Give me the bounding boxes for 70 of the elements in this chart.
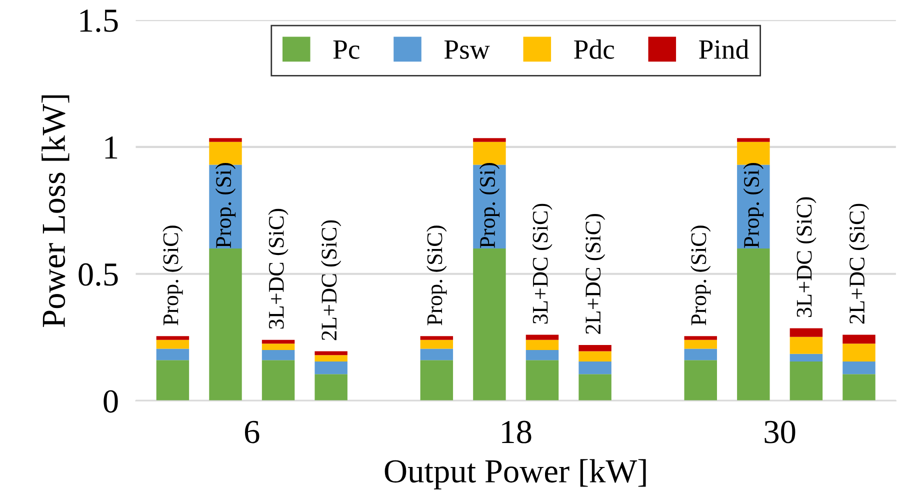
bar — [156, 360, 190, 401]
x-tick-label: Prop. (Si) — [743, 163, 764, 248]
bar — [314, 355, 348, 362]
bar — [314, 374, 348, 401]
bar — [842, 361, 876, 374]
bar — [209, 138, 242, 142]
bar — [420, 340, 454, 349]
text: 30 — [764, 420, 796, 444]
bar — [684, 360, 717, 401]
bar — [578, 374, 612, 401]
text: 18 — [502, 420, 532, 444]
bar — [262, 350, 295, 360]
bar — [578, 351, 612, 362]
bar — [737, 248, 770, 401]
text: 6 — [244, 420, 260, 444]
x-tick-label: Prop. (SiC) — [162, 226, 183, 326]
bar — [684, 336, 717, 340]
y-tick-label: 1.5 — [80, 10, 118, 32]
bar — [473, 248, 506, 401]
bar — [790, 354, 823, 362]
bar — [526, 350, 559, 360]
bar — [420, 336, 454, 340]
bar — [209, 142, 242, 165]
x-tick-label: 2L+DC (SiC) — [321, 220, 342, 340]
x-axis-title: Output Power [kW] — [384, 459, 646, 490]
legend-label: Pdc — [574, 39, 614, 59]
x-tick-label: 3L+DC (SiC) — [796, 197, 816, 317]
bar — [156, 340, 190, 349]
x-tick-label: Prop. (Si) — [215, 163, 236, 248]
x-tick-label: Prop. (SiC) — [426, 226, 447, 326]
bar — [209, 248, 242, 401]
bar — [526, 334, 559, 340]
bar — [842, 374, 876, 401]
y-tick-label: 0.5 — [78, 263, 118, 286]
bar — [526, 360, 559, 401]
x-tick-label: 2L+DC (SiC) — [848, 204, 870, 324]
bar — [314, 361, 348, 374]
legend-label: Psw — [444, 40, 490, 59]
y-tick-label: 0 — [104, 390, 118, 413]
x-tick-label: 2L+DC (SiC) — [584, 214, 606, 334]
bar — [737, 142, 770, 165]
legend-label: Pc — [333, 40, 360, 59]
bar — [156, 336, 190, 340]
bar — [842, 344, 876, 362]
bar — [842, 334, 876, 344]
x-tick-label: Prop. (Si) — [479, 163, 500, 248]
bar — [790, 361, 823, 401]
bar — [156, 348, 190, 360]
x-tick-label: Prop. (SiC) — [690, 226, 711, 326]
y-axis-title: Power Loss [kW] — [42, 95, 70, 328]
bar — [790, 328, 823, 337]
bar — [578, 344, 612, 352]
bar — [473, 138, 506, 142]
bar — [262, 344, 295, 350]
bar — [684, 348, 717, 360]
bar — [262, 340, 295, 344]
x-tick-label: 3L+DC (SiC) — [532, 204, 552, 324]
bar — [684, 340, 717, 349]
bar — [420, 348, 454, 360]
bar — [790, 336, 823, 354]
y-tick-label: 1 — [105, 136, 118, 159]
bar — [578, 361, 612, 374]
legend-label: Pind — [699, 39, 749, 59]
bar — [526, 340, 559, 350]
bar — [473, 142, 506, 165]
bar — [737, 138, 770, 142]
bar — [314, 351, 348, 356]
bar — [262, 360, 295, 401]
x-tick-label: 3L+DC (SiC) — [268, 208, 288, 329]
bar — [420, 360, 454, 401]
